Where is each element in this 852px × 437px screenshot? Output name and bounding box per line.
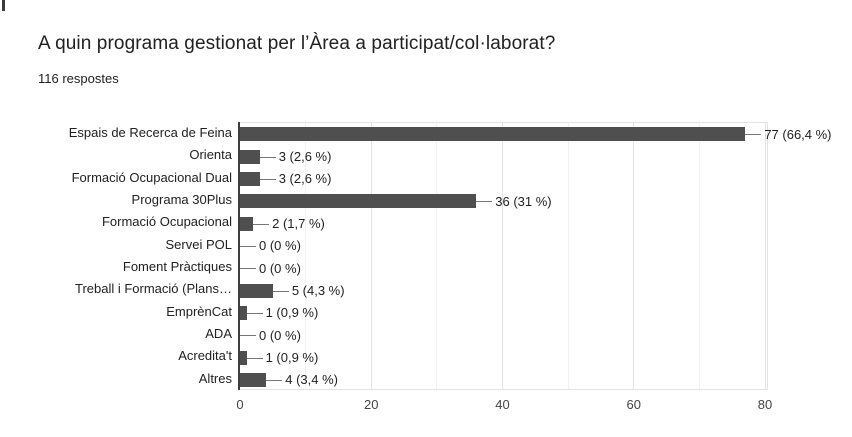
bar-value-label: 36 (31 %) xyxy=(495,193,552,209)
bar xyxy=(240,372,267,387)
category-label: Formació Ocupacional Dual xyxy=(71,169,232,185)
bar-value-label: 5 (4,3 %) xyxy=(291,283,345,298)
corner-artifact xyxy=(2,0,5,11)
bar-whisker xyxy=(476,201,493,203)
bar-value-label: 3 (2,6 %) xyxy=(278,171,332,187)
bar-value-label: 0 (0 %) xyxy=(259,238,301,254)
gridline xyxy=(305,123,307,389)
category-label: ADA xyxy=(205,326,232,341)
bar-value-label: 0 (0 %) xyxy=(259,327,301,343)
plot-area: 77 (66,4 %) 3 (2,6 %) 3 (2,6 %) 36 (31 %) 2 … xyxy=(240,122,832,390)
y-axis-line xyxy=(238,122,240,390)
bar-value-label: 1 (0,9 %) xyxy=(265,350,319,365)
x-tick-label: 80 xyxy=(757,397,773,412)
gridline xyxy=(764,123,766,389)
bar xyxy=(240,216,254,231)
bar-value-label: 2 (1,7 %) xyxy=(272,216,325,231)
x-tick-label: 20 xyxy=(364,397,379,412)
bar-whisker xyxy=(259,178,276,180)
bar-whisker xyxy=(259,156,276,158)
gridline xyxy=(436,123,438,389)
category-label: Foment Pràctiques xyxy=(122,259,232,274)
x-tick-label: 60 xyxy=(626,397,641,412)
bar xyxy=(240,171,260,186)
bar-whisker xyxy=(240,268,256,270)
bar-whisker xyxy=(253,223,270,225)
bar-whisker xyxy=(745,134,762,136)
category-label: Formació Ocupacional xyxy=(101,214,232,230)
bar xyxy=(240,283,273,298)
gridline xyxy=(698,123,700,389)
bar xyxy=(240,149,260,164)
category-label: Altres xyxy=(198,370,232,386)
bar xyxy=(240,194,477,209)
bar-whisker xyxy=(240,245,256,247)
category-label: Treball i Formació (Plans… xyxy=(74,281,232,297)
bar xyxy=(240,127,746,142)
bar-value-label: 4 (3,4 %) xyxy=(285,372,338,388)
x-tick-label: 40 xyxy=(495,397,510,412)
bar xyxy=(240,350,247,365)
bar-whisker xyxy=(266,379,283,381)
bar-whisker xyxy=(272,290,289,292)
category-labels: Espais de Recerca de Feina Orienta Formaci… xyxy=(0,122,236,390)
category-label: EmprènCat xyxy=(166,303,232,319)
gridline xyxy=(567,123,569,389)
category-label: Espais de Recerca de Feina xyxy=(68,125,232,140)
bar-value-label: 0 (0 %) xyxy=(259,260,301,276)
gridline xyxy=(633,123,635,389)
bar-value-label: 1 (0,9 %) xyxy=(265,305,319,321)
category-label: Acredita't xyxy=(178,348,232,364)
category-label: Orienta xyxy=(189,147,232,163)
bar-whisker xyxy=(246,312,263,314)
x-axis-ticks: 0 20 40 60 80 xyxy=(236,397,772,415)
question-title: A quin programa gestionat per l’Àrea a p… xyxy=(38,33,556,54)
bar-value-label: 3 (2,6 %) xyxy=(278,149,332,164)
bar-whisker xyxy=(246,357,263,359)
gridline xyxy=(370,123,372,389)
gridline xyxy=(502,123,503,389)
bar-whisker xyxy=(240,335,256,337)
x-tick-label: 0 xyxy=(236,397,244,412)
bar xyxy=(240,305,247,320)
bar-value-label: 77 (66,4 %) xyxy=(764,126,832,142)
category-label: Programa 30Plus xyxy=(131,192,232,207)
responses-count: 116 respostes xyxy=(38,71,119,86)
category-label: Servei POL xyxy=(165,236,232,252)
